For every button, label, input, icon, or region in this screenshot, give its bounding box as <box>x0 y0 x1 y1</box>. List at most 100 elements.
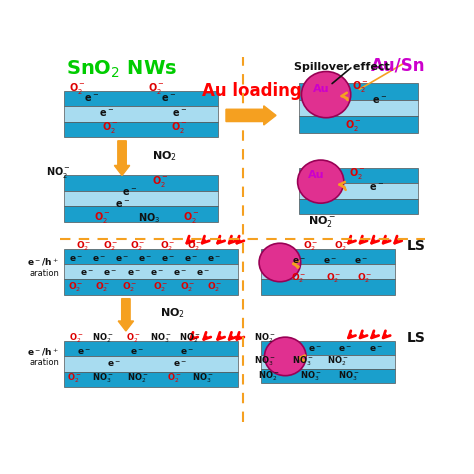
Text: e$^-$: e$^-$ <box>107 359 121 369</box>
Text: O$_2^-$: O$_2^-$ <box>326 271 342 284</box>
Text: e$^-$: e$^-$ <box>173 359 187 369</box>
Bar <box>299 100 419 117</box>
Text: Au loading: Au loading <box>201 82 301 100</box>
Text: NO$_2^-$: NO$_2^-$ <box>92 331 114 345</box>
Text: O$_2^-$: O$_2^-$ <box>69 331 83 345</box>
Bar <box>64 206 219 222</box>
Text: O$_2^-$: O$_2^-$ <box>303 239 319 253</box>
Text: NO$_3^-$: NO$_3^-$ <box>150 331 172 345</box>
Text: NO$_2^-$: NO$_2^-$ <box>308 214 336 229</box>
Text: NO$_2^-$: NO$_2^-$ <box>327 354 348 368</box>
Text: e$^-$: e$^-$ <box>181 347 194 356</box>
Text: O$_2^-$: O$_2^-$ <box>153 280 168 294</box>
Bar <box>64 91 219 106</box>
Text: SnO$_2$ NWs: SnO$_2$ NWs <box>66 58 178 80</box>
Bar <box>64 175 219 191</box>
Text: e$^-$: e$^-$ <box>115 255 129 264</box>
Text: NO$_2^-$: NO$_2^-$ <box>46 165 71 180</box>
Bar <box>64 356 237 372</box>
Text: Au/Sn: Au/Sn <box>371 57 425 75</box>
Text: O$_2^-$: O$_2^-$ <box>207 280 222 294</box>
Text: e$^-$: e$^-$ <box>196 268 210 278</box>
FancyArrow shape <box>114 141 130 175</box>
Text: NO$_3^-$: NO$_3^-$ <box>300 370 321 383</box>
Text: O$_2^-$: O$_2^-$ <box>69 81 86 96</box>
Text: O$_2^-$: O$_2^-$ <box>345 118 361 133</box>
Text: e$^-$: e$^-$ <box>99 109 114 119</box>
Text: O$_2^-$: O$_2^-$ <box>95 280 110 294</box>
Text: O$_2^-$: O$_2^-$ <box>183 210 200 225</box>
Text: O$_2^-$: O$_2^-$ <box>172 120 188 135</box>
Bar <box>261 355 395 369</box>
Text: O$_2^-$: O$_2^-$ <box>187 239 203 253</box>
Text: e$^-$: e$^-$ <box>184 255 198 264</box>
Text: O$_2^-$: O$_2^-$ <box>292 271 307 284</box>
Text: NO$_3^-$: NO$_3^-$ <box>192 371 214 385</box>
Bar <box>64 248 237 264</box>
Bar <box>64 121 219 137</box>
Text: O$_2^-$: O$_2^-$ <box>126 331 141 345</box>
Text: LS: LS <box>407 239 426 254</box>
Bar <box>299 117 419 133</box>
Text: O$_2^-$: O$_2^-$ <box>167 371 182 385</box>
Bar <box>64 106 219 121</box>
Bar <box>64 264 237 279</box>
Text: aration: aration <box>29 358 59 367</box>
Text: e$^-$: e$^-$ <box>103 268 118 278</box>
Text: e$^-$: e$^-$ <box>354 256 368 266</box>
Text: O$_2^-$: O$_2^-$ <box>68 280 83 294</box>
Text: O$_2^-$: O$_2^-$ <box>103 239 118 253</box>
Text: O$_2^-$: O$_2^-$ <box>94 210 111 225</box>
Text: NO$_2^-$: NO$_2^-$ <box>179 331 201 345</box>
Ellipse shape <box>264 337 306 376</box>
Text: NO$_3$: NO$_3$ <box>138 211 160 225</box>
Text: LS: LS <box>407 331 426 345</box>
Text: Au: Au <box>312 84 329 94</box>
Text: e$^-$: e$^-$ <box>323 256 337 266</box>
Bar <box>64 191 219 206</box>
Text: NO$_3^-$: NO$_3^-$ <box>338 370 360 383</box>
Text: O$_2^-$: O$_2^-$ <box>148 81 165 96</box>
Text: e$^-$: e$^-$ <box>208 255 221 264</box>
Text: e$^-$: e$^-$ <box>84 93 99 104</box>
Text: NO$_3^-$: NO$_3^-$ <box>254 354 275 368</box>
Ellipse shape <box>298 160 344 203</box>
Bar <box>64 372 237 387</box>
Text: e$^-$: e$^-$ <box>308 344 321 354</box>
Text: e$^-$: e$^-$ <box>138 255 152 264</box>
Text: e$^-$: e$^-$ <box>173 268 187 278</box>
Bar <box>261 264 395 279</box>
Text: e$^-$: e$^-$ <box>76 347 91 356</box>
Text: e$^-$/h$^+$: e$^-$/h$^+$ <box>27 256 59 268</box>
Text: O$_2^-$: O$_2^-$ <box>130 239 145 253</box>
Bar <box>64 279 237 295</box>
Bar <box>299 183 419 199</box>
Text: NO$_2^-$: NO$_2^-$ <box>254 331 275 345</box>
Text: NO$_3^-$: NO$_3^-$ <box>292 354 314 368</box>
Ellipse shape <box>301 72 351 118</box>
Text: e$^-$: e$^-$ <box>115 199 129 210</box>
Text: e$^-$: e$^-$ <box>161 93 176 104</box>
Text: e$^-$: e$^-$ <box>69 255 83 264</box>
Text: e$^-$: e$^-$ <box>292 256 306 266</box>
Ellipse shape <box>259 243 301 282</box>
Text: O$_2^-$: O$_2^-$ <box>122 280 137 294</box>
Text: NO$_2$: NO$_2$ <box>152 149 177 163</box>
Bar <box>299 83 419 100</box>
Text: O$_2^-$: O$_2^-$ <box>76 239 91 253</box>
Text: O$_2^-$: O$_2^-$ <box>334 239 349 253</box>
Text: NO$_2$: NO$_2$ <box>160 306 184 320</box>
Text: O$_2^-$: O$_2^-$ <box>67 371 82 385</box>
Text: O$_2^-$: O$_2^-$ <box>357 271 373 284</box>
Bar <box>261 248 395 264</box>
Text: e$^-$: e$^-$ <box>92 255 106 264</box>
Text: e$^-$/h$^+$: e$^-$/h$^+$ <box>27 346 59 358</box>
Text: e$^-$: e$^-$ <box>373 94 388 106</box>
Text: O$_2^-$: O$_2^-$ <box>160 239 176 253</box>
Text: e$^-$: e$^-$ <box>369 182 383 192</box>
Bar <box>64 341 237 356</box>
Text: e$^-$: e$^-$ <box>172 109 187 119</box>
Text: e$^-$: e$^-$ <box>122 187 137 198</box>
Text: NO$_2^-$: NO$_2^-$ <box>257 370 279 383</box>
Bar <box>261 279 395 295</box>
